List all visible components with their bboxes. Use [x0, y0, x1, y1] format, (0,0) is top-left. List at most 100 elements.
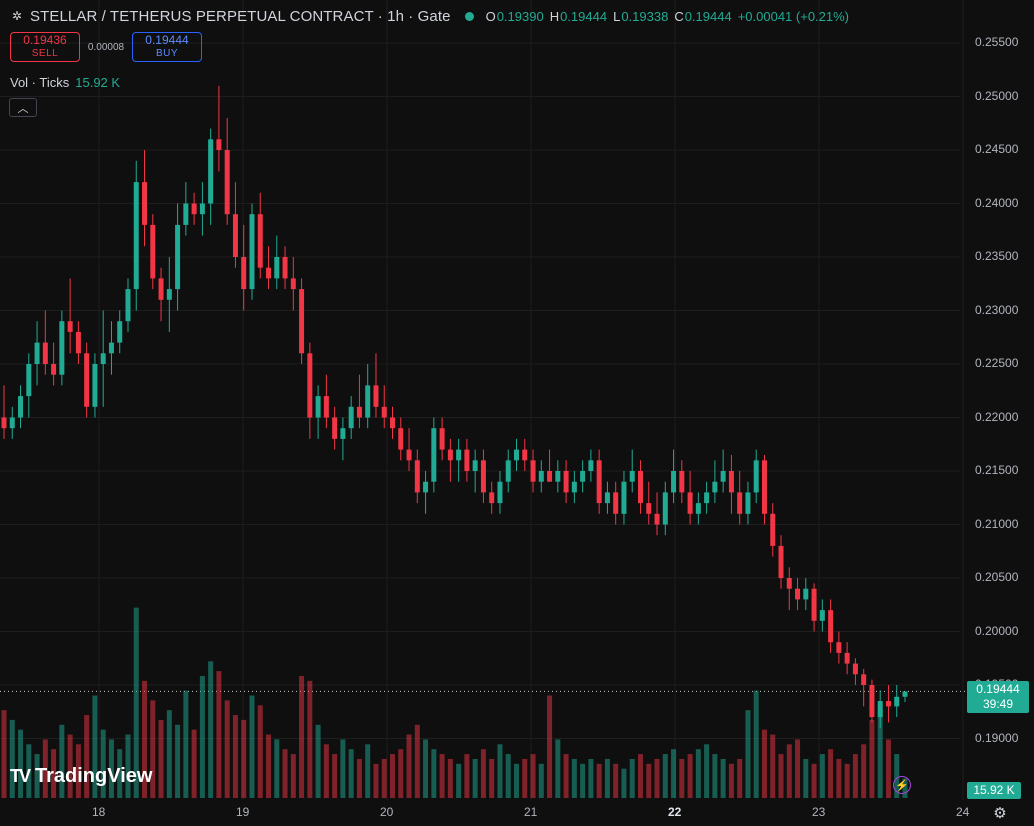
candle-body: [1, 417, 7, 429]
tradingview-logo[interactable]: TV TradingView: [10, 765, 152, 788]
time-tick-label: 23: [812, 805, 826, 819]
candle-body: [778, 545, 784, 578]
volume-bar: [381, 758, 387, 798]
volume-bar: [803, 758, 809, 798]
volume-bar: [117, 749, 123, 798]
volume-bar: [646, 763, 652, 798]
volume-bar: [414, 724, 420, 798]
volume-bar: [75, 744, 81, 798]
candle-body: [704, 492, 710, 504]
buy-button[interactable]: 0.19444 BUY: [132, 32, 202, 62]
candle-body: [836, 642, 842, 653]
candle-body: [728, 471, 734, 493]
volume-bar: [224, 700, 230, 798]
volume-bar: [125, 734, 131, 798]
low-key: L: [613, 8, 621, 24]
volume-bar: [18, 729, 24, 798]
candle-body: [480, 460, 486, 493]
volume-bar: [266, 734, 272, 798]
volume-bar: [257, 705, 263, 798]
trade-panel: 0.19436 SELL 0.00008 0.19444 BUY: [10, 32, 202, 62]
candle-body: [761, 460, 767, 514]
candle-body: [563, 471, 569, 493]
volume-bar: [348, 749, 354, 798]
time-tick-label: 18: [92, 805, 106, 819]
candle-body: [51, 364, 57, 375]
lightning-icon[interactable]: ⚡: [893, 776, 911, 794]
candle-body: [869, 685, 875, 718]
volume-bar: [216, 671, 222, 798]
volume-bar: [1, 710, 7, 798]
price-tick-label: 0.22500: [975, 356, 1019, 370]
candle-body: [737, 492, 743, 514]
volume-bar: [9, 719, 15, 798]
candle-body: [745, 492, 751, 514]
volume-bar: [42, 739, 48, 798]
volume-bar: [323, 744, 329, 798]
candle-body: [150, 224, 156, 279]
price-tick-label: 0.23500: [975, 249, 1019, 263]
gear-icon[interactable]: ⚙: [993, 805, 1007, 822]
candle-body: [604, 492, 610, 504]
candle-body: [142, 182, 148, 225]
candle-body: [522, 449, 528, 461]
buy-label: BUY: [155, 48, 179, 59]
volume-legend-value: 15.92 K: [75, 75, 121, 90]
volume-bar: [373, 763, 379, 798]
candle-body: [34, 342, 40, 364]
candle-body: [307, 353, 313, 418]
volume-bar: [92, 695, 98, 798]
candle-body: [679, 471, 685, 493]
buy-price: 0.19444: [145, 33, 189, 47]
sell-price: 0.19436: [23, 33, 67, 47]
volume-bar: [580, 763, 586, 798]
candle-body: [613, 492, 619, 514]
price-tick-label: 0.20000: [975, 623, 1019, 638]
low-value: 0.19338: [621, 8, 669, 24]
price-tick-label: 0.25000: [975, 88, 1019, 103]
candle-body: [67, 321, 73, 332]
volume-bar: [282, 749, 288, 798]
candle-body: [125, 289, 131, 322]
candle-body: [786, 578, 792, 589]
candle-body: [381, 406, 387, 418]
candle-body: [530, 460, 536, 482]
candle-body: [828, 610, 834, 643]
volume-bar: [390, 754, 396, 798]
close-key: C: [674, 8, 684, 24]
candle-body: [224, 150, 230, 215]
candle-body: [439, 428, 445, 450]
volume-bar: [84, 715, 90, 798]
candle-body: [811, 588, 817, 621]
candle-body: [398, 428, 404, 450]
candle-body: [191, 203, 197, 215]
candle-body: [84, 353, 90, 407]
candle-body: [571, 481, 577, 493]
sell-button[interactable]: 0.19436 SELL: [10, 32, 80, 62]
candle-body: [406, 449, 412, 461]
candle-body: [513, 449, 519, 461]
volume-bar: [307, 680, 313, 798]
collapse-legend-button[interactable]: ︿: [9, 98, 37, 117]
candle-body: [100, 353, 106, 364]
volume-legend[interactable]: Vol · Ticks 15.92 K: [10, 75, 120, 90]
candle-body: [547, 471, 553, 482]
symbol-title[interactable]: STELLAR / TETHERUS PERPETUAL CONTRACT · …: [30, 7, 451, 25]
candle-body: [596, 460, 602, 504]
volume-bar: [150, 700, 156, 798]
volume-bar: [604, 758, 610, 798]
candle-body: [373, 385, 379, 407]
volume-bar: [877, 710, 883, 798]
volume-bar: [704, 744, 710, 798]
volume-bar: [671, 749, 677, 798]
candle-body: [199, 203, 205, 215]
volume-bar: [547, 695, 553, 798]
candle-body: [274, 257, 280, 279]
volume-bar: [745, 710, 751, 798]
volume-bar: [100, 729, 106, 798]
candle-body: [646, 503, 652, 514]
candle-body: [671, 471, 677, 493]
candle-body: [290, 278, 296, 290]
volume-bar: [340, 739, 346, 798]
